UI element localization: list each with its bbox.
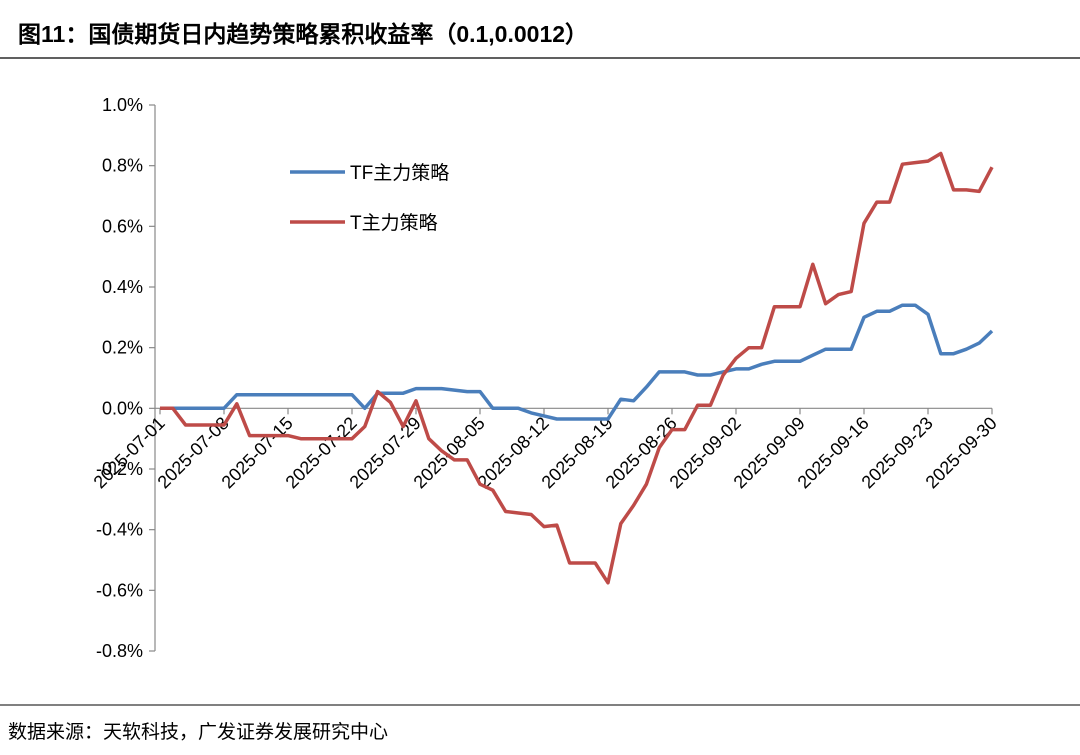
y-tick-label: 0.2% [102, 338, 143, 358]
y-tick-label: 0.8% [102, 156, 143, 176]
series-line [160, 151, 994, 585]
chart-title: 图11：国债期货日内趋势策略累积收益率（0.1,0.0012） [18, 21, 588, 47]
y-tick-label: -0.4% [96, 520, 143, 540]
y-tick-label: 0.4% [102, 277, 143, 297]
y-tick-label: -0.2% [96, 459, 143, 479]
legend-label: T主力策略 [350, 212, 438, 234]
y-tick-label: 1.0% [102, 95, 143, 115]
y-tick-label: 0.0% [102, 398, 143, 418]
legend-label: TF主力策略 [350, 162, 449, 184]
source-note: 数据来源：天软科技，广发证券发展研究中心 [8, 721, 388, 743]
y-tick-label: 0.6% [102, 216, 143, 236]
series-line [160, 303, 994, 421]
y-tick-label: -0.6% [96, 580, 143, 600]
y-tick-label: -0.8% [96, 641, 143, 661]
